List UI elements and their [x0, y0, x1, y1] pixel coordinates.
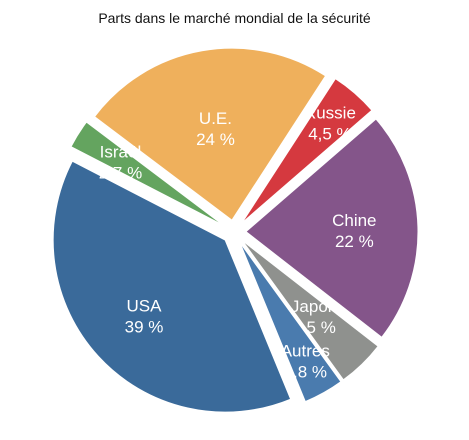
pie-label-name: Russie [304, 104, 356, 123]
pie-label-name: Autres [281, 342, 330, 361]
pie-label-u-e-: U.E. 24 % [196, 109, 235, 149]
pie-slice-autres [239, 242, 342, 403]
pie-label-name: U.E. [199, 109, 232, 128]
pie-label-name: Israël [100, 143, 142, 162]
pie-label-value: 2,7 % [99, 164, 142, 183]
pie-label-autres: Autres 3,8 % [281, 342, 330, 382]
pie-slice-usa [52, 160, 292, 413]
pie-label-value: 39 % [125, 318, 164, 337]
pie-label-name: USA [127, 297, 163, 316]
pie-slice-russie [241, 77, 373, 224]
pie-label-value: 24 % [196, 130, 235, 149]
pie-slice-isra-l [70, 121, 225, 227]
pie-slice-chine [245, 118, 419, 339]
pie-label-usa: USA 39 % [125, 297, 164, 337]
pie-label-name: Japon [291, 297, 337, 316]
pie-slice-japon [241, 240, 379, 381]
pie-label-russie: Russie 4,5 % [304, 104, 356, 144]
pie-label-value: 3,8 % [284, 363, 327, 382]
pie-label-name: Chine [332, 211, 376, 230]
pie-slice-u-e- [93, 47, 327, 221]
pie-label-value: 22 % [335, 232, 374, 251]
pie-label-chine: Chine 22 % [332, 211, 376, 251]
pie-label-value: 4,5 % [308, 125, 351, 144]
chart-title: Parts dans le marché mondial de la sécur… [98, 10, 371, 26]
pie-label-isra-l: Israël 2,7 % [99, 143, 142, 183]
